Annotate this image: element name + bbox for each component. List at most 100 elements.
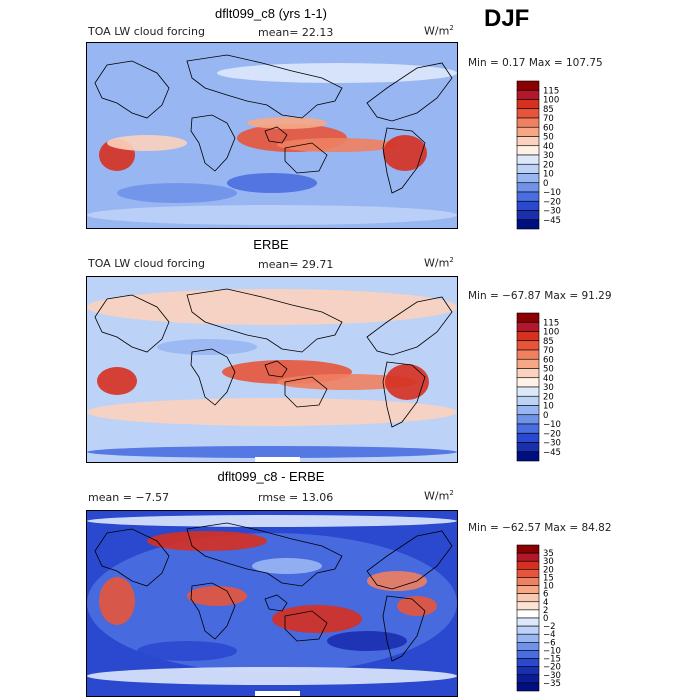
coastline xyxy=(366,62,453,122)
colorbar-tick-label: −20 xyxy=(543,197,561,207)
field-region xyxy=(277,138,397,152)
colorbar-box xyxy=(516,617,540,627)
coastline xyxy=(382,595,426,662)
colorbar-tick-label: 100 xyxy=(543,328,559,338)
colorbar-box xyxy=(516,108,540,119)
field-region xyxy=(217,63,457,83)
panel-1-map xyxy=(86,42,458,229)
field-region xyxy=(327,631,407,651)
field-region xyxy=(277,374,417,390)
field-region xyxy=(87,205,457,225)
colorbar-tick-label: 60 xyxy=(543,355,554,365)
coastline xyxy=(94,60,170,119)
colorbar-box xyxy=(516,650,540,659)
colorbar-tick-label: 30 xyxy=(543,383,554,393)
colorbar-tick-label: 10 xyxy=(543,582,554,592)
colorbar-box xyxy=(516,349,540,360)
colorbar-tick-label: 20 xyxy=(543,160,554,170)
field-region xyxy=(227,173,317,193)
field-region xyxy=(87,515,457,527)
colorbar-tick-label: 30 xyxy=(543,151,554,161)
colorbar-tick-label: −20 xyxy=(543,663,561,673)
map-svg xyxy=(87,277,457,462)
panel-2-variable-label: TOA LW cloud forcing xyxy=(88,257,205,270)
colorbar-tick-label: 0 xyxy=(543,411,548,421)
field-region xyxy=(107,135,187,151)
panel-3-colorbar: 35 30 20 15 10 6 4 2 0 −2 −4 −6 −10 −15 −20 −30 −35 xyxy=(516,544,566,692)
panel-3-map xyxy=(86,510,458,697)
panel-2-units: W/m2 xyxy=(424,256,454,270)
coastline xyxy=(264,594,288,612)
colorbar-box xyxy=(516,633,540,643)
colorbar-tick-label: −10 xyxy=(543,420,561,430)
colorbar-tick-label: 2 xyxy=(543,606,548,616)
field-region xyxy=(117,183,237,203)
colorbar-tick-label: 6 xyxy=(543,590,548,600)
colorbar-box xyxy=(516,577,540,586)
colorbar-box xyxy=(516,321,540,332)
field-region xyxy=(397,596,437,616)
colorbar-box xyxy=(516,219,540,230)
field-region xyxy=(122,424,232,440)
map-svg xyxy=(87,511,457,696)
colorbar-tick-label: −30 xyxy=(543,439,561,449)
coastline xyxy=(186,54,343,119)
panel-1-mean-label: mean= 22.13 xyxy=(258,26,334,39)
colorbar-box xyxy=(516,126,540,137)
colorbar-box xyxy=(516,117,540,128)
colorbar-box xyxy=(516,609,540,619)
panel-3-minmax: Min = −62.57 Max = 84.82 xyxy=(468,522,612,534)
field-region xyxy=(385,364,429,400)
missing-data-region xyxy=(255,457,300,462)
colorbar-box xyxy=(516,358,540,369)
colorbar-tick-label: 85 xyxy=(543,105,554,115)
panel-2-colorbar: 115 100 85 70 60 50 40 30 20 10 0 −10 −20 −30 −45 xyxy=(516,312,566,462)
colorbar-tick-label: −10 xyxy=(543,188,561,198)
panel-2-minmax: Min = −67.87 Max = 91.29 xyxy=(468,290,612,302)
panel-1-variable-label: TOA LW cloud forcing xyxy=(88,25,205,38)
colorbar-tick-label: −4 xyxy=(543,630,556,640)
colorbar-tick-label: 115 xyxy=(543,86,559,96)
colorbar-box xyxy=(516,423,540,434)
field-region xyxy=(147,531,267,551)
colorbar-box xyxy=(516,312,540,323)
panel-2-mean-label: mean= 29.71 xyxy=(258,258,334,271)
colorbar-box xyxy=(516,666,540,676)
colorbar-box xyxy=(516,544,540,554)
field-region xyxy=(87,289,457,325)
colorbar-box xyxy=(516,405,540,416)
colorbar-box xyxy=(516,377,540,388)
colorbar-box xyxy=(516,80,540,91)
colorbar-box xyxy=(516,99,540,110)
coastline xyxy=(94,294,170,353)
colorbar-box xyxy=(516,414,540,425)
colorbar-box xyxy=(516,182,540,193)
colorbar-box xyxy=(516,658,540,667)
field-region xyxy=(87,667,457,685)
field-region xyxy=(87,446,457,458)
coastline xyxy=(264,360,288,378)
colorbar-box xyxy=(516,442,540,453)
coastline xyxy=(366,296,453,356)
colorbar-box xyxy=(516,432,540,443)
panel-3-units: W/m2 xyxy=(424,489,454,503)
colorbar-box xyxy=(516,136,540,147)
field-region xyxy=(87,398,457,426)
colorbar-box xyxy=(516,154,540,165)
colorbar-tick-label: −10 xyxy=(543,646,561,656)
colorbar-box xyxy=(516,451,540,462)
field-region xyxy=(272,605,362,633)
colorbar-tick-label: 40 xyxy=(543,142,554,152)
coastline xyxy=(264,126,288,144)
colorbar-tick-label: 0 xyxy=(543,614,548,624)
colorbar-box xyxy=(516,593,540,603)
colorbar-box xyxy=(516,552,540,562)
colorbar-tick-label: 60 xyxy=(543,123,554,133)
colorbar-box xyxy=(516,674,540,684)
colorbar-box xyxy=(516,569,540,578)
colorbar-tick-label: −2 xyxy=(543,622,556,632)
colorbar-box xyxy=(516,368,540,379)
colorbar-tick-label: 20 xyxy=(543,565,554,575)
